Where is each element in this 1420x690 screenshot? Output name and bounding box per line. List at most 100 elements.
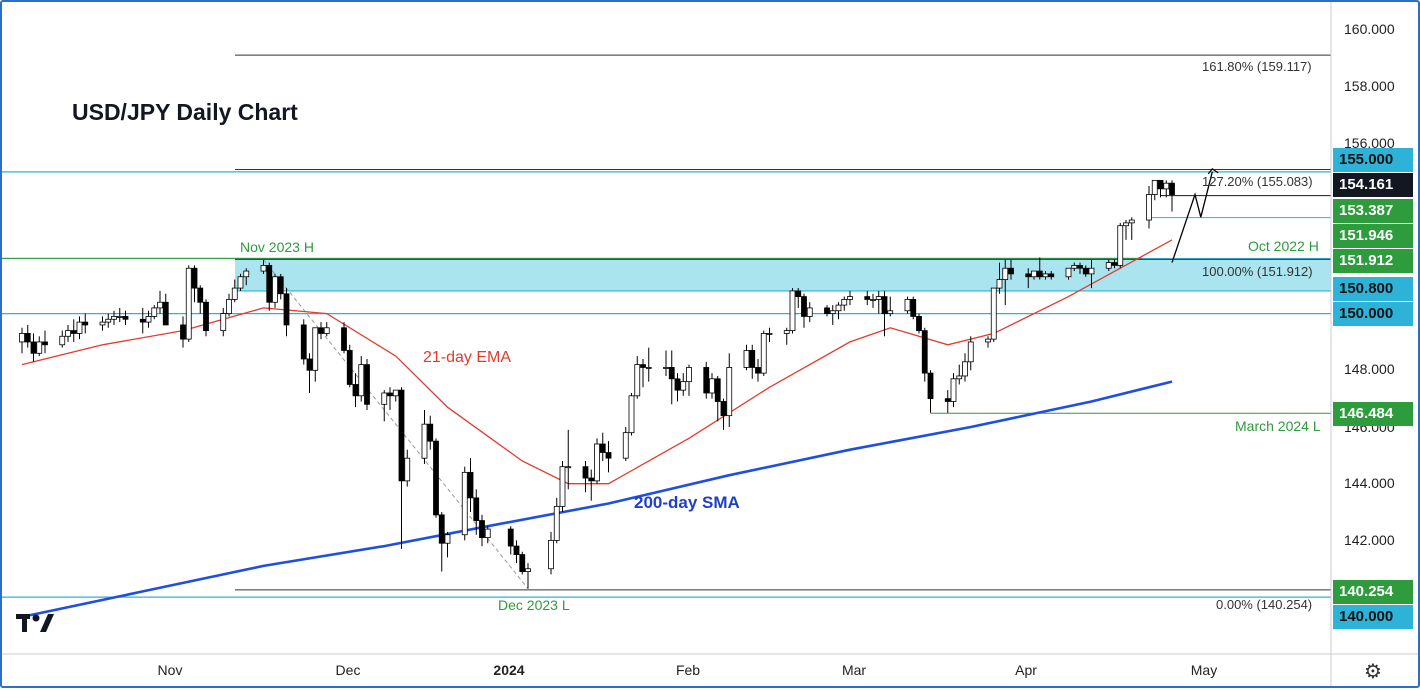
candle-body (553, 505, 560, 541)
candle-body (680, 381, 687, 391)
candle-body (1048, 273, 1055, 278)
nov-high-label: Nov 2023 H (240, 239, 314, 255)
candle-body (1169, 182, 1175, 195)
price-tag-155000: 155.000 (1333, 148, 1413, 172)
candle-body (272, 276, 278, 303)
candle-body (944, 398, 951, 402)
candle-body (916, 316, 922, 332)
candle-body (180, 324, 186, 340)
candle-body (548, 540, 554, 570)
candle-body (461, 471, 468, 536)
candle-body (116, 316, 123, 318)
candle-body (76, 321, 83, 334)
candle-body (686, 367, 692, 383)
candle-body (243, 270, 250, 278)
candle-body (444, 534, 451, 544)
candle-body (760, 333, 767, 374)
candle-body (421, 423, 428, 459)
candle-body (950, 378, 957, 402)
candle-body (24, 333, 31, 343)
candle-body (111, 316, 117, 320)
candle-body (720, 401, 727, 417)
candle-body (743, 350, 750, 368)
candle-body (829, 310, 836, 315)
candle-body (996, 279, 1003, 289)
price-tag-last: 154.161 (1333, 173, 1413, 197)
candle-body (674, 378, 681, 391)
y-tick-label: 148.000 (1344, 361, 1395, 377)
candle-body (513, 545, 520, 555)
candle-body (1065, 267, 1072, 278)
candle-body (1105, 262, 1112, 269)
candle-body (105, 318, 112, 323)
candle-body (185, 267, 192, 340)
x-tick-label: Apr (1015, 662, 1037, 678)
candle-body (1031, 270, 1037, 278)
candle-body (484, 528, 491, 538)
candle-body (1082, 267, 1089, 275)
price-tag-146484: 146.484 (1333, 402, 1413, 426)
candle-body (525, 568, 531, 572)
candle-body (766, 333, 773, 335)
price-tag-151912: 151.912 (1333, 249, 1413, 273)
candle-body (220, 313, 227, 332)
fib-swing-line (263, 259, 529, 589)
candle-body (1008, 267, 1014, 275)
candle-body (323, 327, 330, 334)
tradingview-logo-icon[interactable] (16, 610, 56, 636)
candle-body (392, 389, 399, 397)
candle-body (847, 296, 853, 300)
candle-body (30, 341, 37, 354)
candle-body (962, 361, 968, 377)
candle-body (714, 378, 721, 402)
candle-body (668, 367, 675, 380)
candle-body (824, 307, 830, 314)
resistance-zone (235, 258, 1331, 291)
candle-body (226, 299, 232, 314)
settings-gear-icon[interactable]: ⚙ (1364, 661, 1382, 683)
candle-body (162, 301, 169, 326)
sma-label: 200-day SMA (634, 493, 740, 512)
candle-body (65, 330, 71, 337)
candle-body (1117, 225, 1124, 266)
candle-body (605, 452, 612, 459)
fib-1618-label: 161.80% (159.117) (1202, 59, 1312, 74)
candle-body (870, 299, 876, 301)
candle-body (427, 423, 434, 442)
candle-body (346, 350, 353, 385)
candle-body (191, 267, 198, 289)
candle-body (594, 443, 600, 482)
candle-body (1151, 179, 1158, 195)
projection-path (1171, 171, 1213, 263)
candle-body (352, 384, 359, 397)
candle-body (42, 341, 48, 346)
ema-label: 21-day EMA (423, 349, 512, 366)
candle-body (266, 265, 273, 303)
price-tag-151946: 151.946 (1333, 224, 1413, 248)
candle-body (864, 296, 871, 300)
candle-body (197, 287, 204, 303)
candle-body (967, 341, 974, 363)
candle-body (387, 392, 393, 397)
candle-body (1111, 262, 1118, 266)
candle-body (1042, 273, 1049, 278)
candle-body (1002, 267, 1009, 280)
candle-body (70, 330, 77, 334)
candle-body (433, 440, 439, 516)
candle-body (122, 316, 129, 320)
candle-body (1077, 265, 1083, 269)
x-tick-label: May (1190, 662, 1218, 678)
candle-body (795, 290, 802, 297)
candle-body (318, 327, 324, 334)
candle-body (990, 287, 997, 340)
candle-body (260, 265, 267, 272)
candle-body (749, 350, 756, 368)
x-tick-label: 2024 (493, 662, 525, 678)
candle-body (645, 367, 652, 369)
candle-body (519, 554, 526, 572)
candle-body (904, 299, 911, 312)
y-tick-label: 144.000 (1344, 475, 1395, 491)
candle-body (559, 466, 566, 507)
